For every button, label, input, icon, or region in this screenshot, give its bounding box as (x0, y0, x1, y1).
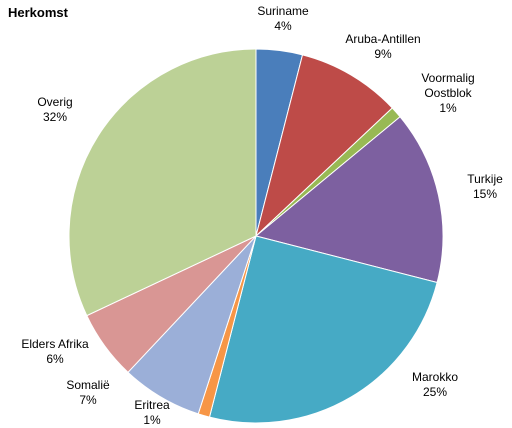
category-label: Aruba-Antillen (345, 32, 421, 46)
data-label: Suriname 4% (257, 4, 308, 34)
value-label: 9% (374, 47, 392, 61)
value-label: 1% (143, 413, 161, 427)
value-label: 1% (439, 101, 457, 115)
value-label: 4% (274, 19, 292, 33)
category-label: Turkije (467, 172, 503, 186)
value-label: 25% (422, 385, 448, 399)
pie-slice (255, 54, 394, 238)
data-label: Voormalig Oostblok 1% (416, 71, 480, 116)
category-label: Voormalig Oostblok (421, 71, 475, 100)
value-label: 7% (79, 393, 97, 407)
pie-slice (208, 235, 438, 424)
value-label: 15% (472, 187, 498, 201)
category-label: Marokko (411, 370, 459, 384)
data-label: Marokko 25% (412, 370, 458, 400)
category-label: Eritrea (134, 398, 170, 412)
value-label: 6% (46, 352, 64, 366)
category-label: Overig (37, 95, 73, 109)
data-label: Turkije 15% (467, 172, 503, 202)
data-label: Eritrea 1% (134, 398, 169, 428)
category-label: Somalië (66, 378, 110, 392)
pie-slice (68, 48, 257, 317)
category-label: Elders Afrika (21, 337, 89, 351)
data-label: Aruba-Antillen 9% (345, 32, 420, 62)
data-label: Somalië 7% (66, 378, 109, 408)
value-label: 32% (42, 110, 68, 124)
pie-slice (254, 116, 444, 284)
data-label: Overig 32% (37, 95, 72, 125)
chart-title: Herkomst (8, 5, 68, 20)
data-label: Elders Afrika 6% (21, 337, 88, 367)
category-label: Suriname (257, 4, 309, 18)
